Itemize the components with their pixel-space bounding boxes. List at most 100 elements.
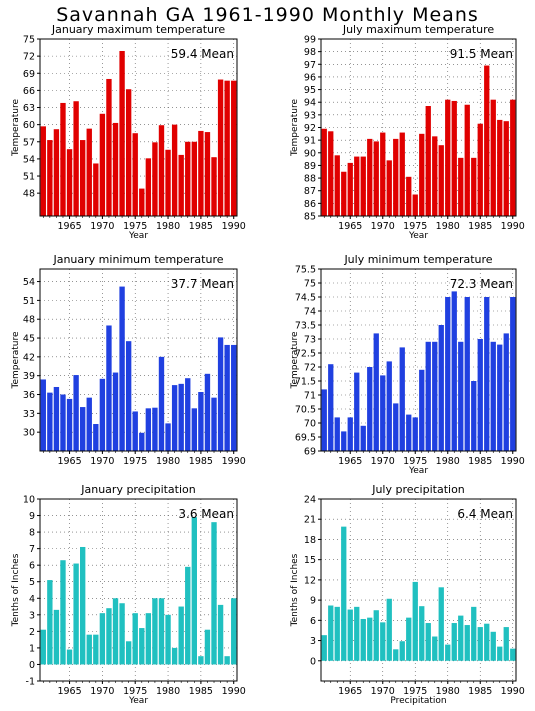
bar	[321, 635, 327, 661]
x-axis-label: Precipitation	[390, 696, 446, 706]
y-tick-label: 2	[29, 627, 35, 638]
y-tick-label: 54	[23, 277, 35, 288]
bar	[93, 424, 99, 451]
y-tick-label: 75.5	[295, 265, 316, 276]
y-tick-label: 9	[29, 511, 35, 522]
y-tick-label: 71	[304, 391, 316, 402]
bar	[217, 604, 224, 665]
bar	[198, 392, 204, 451]
bar	[185, 378, 191, 451]
bar	[412, 417, 418, 451]
plot-frame	[39, 498, 238, 682]
bar	[406, 176, 412, 216]
y-tick-label: 70.5	[295, 405, 316, 416]
y-tick-label: 3	[310, 636, 316, 647]
y-tick-label: 72	[23, 52, 35, 63]
y-tick-label: 45	[23, 334, 35, 345]
bar	[354, 606, 360, 661]
bar	[490, 631, 496, 661]
bar	[152, 598, 158, 665]
y-tick-label: 63	[23, 103, 35, 114]
x-tick-label: 1975	[403, 686, 427, 697]
bar	[367, 138, 373, 216]
bar	[510, 297, 516, 451]
bar	[484, 623, 490, 661]
bar	[139, 628, 145, 665]
x-tick-label: 1970	[371, 221, 395, 232]
y-tick-label: 6	[29, 561, 35, 572]
bar	[106, 78, 112, 216]
bar	[60, 560, 66, 665]
bar	[152, 407, 158, 451]
bar	[510, 99, 516, 216]
bar	[145, 158, 152, 216]
y-tick-label: -1	[26, 677, 35, 688]
y-tick-label: 4	[29, 594, 35, 605]
y-tick-label: 72.5	[295, 349, 316, 360]
y-axis-label: Temperature	[290, 99, 300, 157]
bar	[503, 121, 509, 216]
bar	[112, 598, 119, 665]
x-axis-label: Year	[128, 231, 148, 241]
bar	[139, 188, 145, 216]
x-axis-label: Year	[128, 696, 148, 706]
y-axis-label: Temperature	[11, 99, 21, 157]
bar	[445, 99, 451, 216]
y-tick-label: 75	[23, 35, 35, 46]
bar	[165, 423, 171, 451]
bar	[211, 157, 217, 216]
chart-title: July maximum temperature	[342, 23, 495, 36]
bar	[419, 369, 425, 451]
bar	[484, 65, 490, 216]
bar	[158, 125, 165, 216]
y-tick-label: 99	[304, 35, 316, 46]
bar	[438, 587, 444, 661]
chart-title: January precipitation	[80, 483, 196, 496]
y-tick-label: 33	[23, 409, 35, 420]
bar	[438, 145, 444, 216]
bar	[347, 162, 353, 216]
bar	[171, 647, 178, 665]
x-tick-label: 1965	[57, 221, 81, 232]
x-tick-label: 1985	[468, 456, 492, 467]
bar	[178, 606, 184, 665]
x-tick-label: 1985	[189, 686, 213, 697]
x-tick-label: 1980	[436, 456, 460, 467]
bar	[224, 656, 230, 665]
x-tick-label: 1965	[338, 221, 362, 232]
bar	[503, 333, 509, 451]
bar	[432, 341, 438, 451]
y-axis-label: Tenths of Inches	[290, 553, 300, 627]
bar	[211, 522, 217, 665]
x-tick-label: 1965	[57, 686, 81, 697]
y-tick-label: 51	[23, 172, 35, 183]
plot-frame	[39, 268, 238, 452]
chart-title: January maximum temperature	[51, 23, 225, 36]
y-tick-label: 54	[23, 154, 35, 165]
y-axis-label: Tenths of Inches	[11, 553, 21, 627]
bar	[178, 154, 184, 216]
mean-annotation: 72.3 Mean	[450, 277, 513, 291]
bar	[393, 138, 399, 216]
chart-title: July minimum temperature	[343, 253, 492, 266]
bar	[165, 614, 171, 665]
x-tick-label: 1965	[57, 456, 81, 467]
bar	[477, 339, 483, 451]
y-tick-label: 24	[304, 495, 316, 506]
y-tick-label: 18	[304, 535, 316, 546]
x-tick-label: 1980	[156, 221, 180, 232]
bar	[53, 609, 60, 665]
y-tick-label: 73.5	[295, 321, 316, 332]
bar	[458, 341, 464, 451]
y-tick-label: 94	[304, 98, 316, 109]
bar	[406, 617, 412, 661]
bar	[80, 140, 86, 216]
bar	[112, 122, 119, 216]
mean-annotation: 6.4 Mean	[457, 507, 513, 521]
bar	[451, 623, 457, 661]
plot-frame	[320, 38, 517, 217]
bar	[145, 613, 152, 665]
bar	[471, 157, 477, 216]
x-tick-label: 1990	[222, 686, 246, 697]
